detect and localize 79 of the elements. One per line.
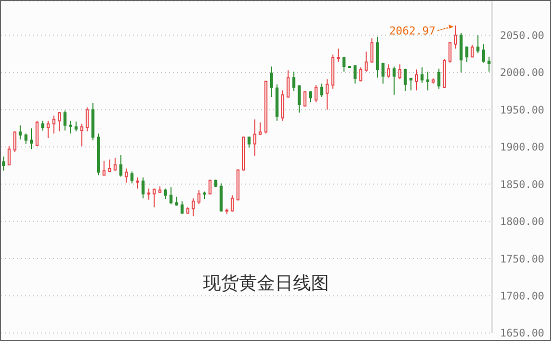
candlestick: [409, 78, 412, 91]
y-tick-label: 2000.00: [500, 67, 544, 80]
candlestick: [8, 146, 11, 166]
candlestick: [342, 56, 346, 72]
candlestick: [58, 111, 61, 132]
y-tick-label: 1700.00: [500, 290, 544, 303]
candlestick: [308, 90, 312, 103]
candlestick: [314, 84, 318, 103]
candlestick: [286, 70, 290, 98]
candlestick: [258, 122, 262, 136]
candlestick: [448, 41, 452, 64]
candlestick: [152, 188, 156, 208]
y-tick-label: 1900.00: [500, 142, 544, 154]
candlestick: [52, 115, 56, 134]
candlestick: [119, 154, 122, 178]
candlestick: [336, 48, 340, 63]
candlestick: [170, 186, 172, 205]
candlestick: [86, 106, 89, 132]
candlestick: [426, 71, 430, 91]
y-tick-label: 1750.00: [500, 253, 544, 266]
candlestick: [404, 68, 407, 92]
candlestick: [208, 179, 212, 196]
candlestick: [482, 44, 485, 64]
candlestick: [30, 128, 34, 150]
candlestick: [2, 156, 6, 172]
candlestick: [270, 66, 273, 98]
candlestick: [364, 51, 368, 72]
candlestick: [46, 120, 50, 138]
text: 现货黄金日线图: [203, 273, 329, 294]
candlestick: [392, 66, 396, 96]
y-tick-label: 1800.00: [500, 216, 544, 228]
candlestick: [36, 120, 39, 147]
candlestick: [230, 194, 234, 212]
y-tick-label: 1950.00: [500, 104, 544, 116]
y-tick-label: 2050.00: [500, 30, 544, 42]
candlestick: [147, 188, 150, 200]
candlestick: [387, 64, 390, 78]
candlestick: [80, 123, 84, 147]
candlestick: [74, 121, 78, 132]
candlestick: [24, 133, 28, 144]
candlestick: [326, 78, 329, 110]
candlestick: [102, 160, 106, 176]
candlestick: [298, 84, 301, 114]
candlestick: [63, 110, 66, 132]
candlestick: [164, 188, 167, 200]
candlestick: [136, 176, 140, 190]
candlestick: [124, 168, 128, 184]
candlestick: [142, 176, 145, 199]
candlestick: [437, 68, 440, 90]
candlestick: [192, 198, 195, 217]
candlestick: [292, 71, 296, 92]
candlestick: [488, 56, 491, 72]
candlestick: [69, 120, 72, 134]
candlestick: [398, 64, 402, 80]
candlestick: [253, 118, 256, 156]
candlestick: [114, 158, 117, 172]
candlestick: [320, 83, 324, 98]
candlestick: [41, 120, 44, 132]
candlestick: [465, 46, 468, 63]
candlestick: [420, 66, 424, 84]
candlestick: [108, 159, 112, 173]
candlestick: [130, 170, 134, 184]
candlestick: [354, 64, 357, 84]
candlestick: [180, 200, 184, 214]
annotation: 2062.97: [389, 24, 436, 38]
y-tick-label: 1650.00: [500, 328, 544, 340]
candlestick: [454, 25, 458, 50]
candlestick: [476, 34, 480, 54]
candlestick: [415, 68, 418, 91]
y-tick-label: 1850.00: [500, 178, 544, 191]
candlestick: [382, 62, 385, 84]
candlestick: [370, 38, 374, 64]
candlestick: [197, 190, 200, 205]
candlestick: [359, 66, 362, 82]
candlestick: [13, 130, 16, 153]
candlestick: [470, 44, 474, 58]
candlestick: [303, 90, 306, 108]
candlestick: [281, 90, 284, 122]
candlestick: [18, 124, 22, 140]
